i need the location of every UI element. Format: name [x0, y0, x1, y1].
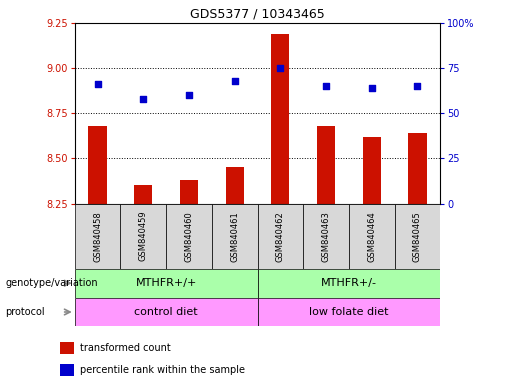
- Point: [322, 83, 330, 89]
- Text: GSM840464: GSM840464: [367, 211, 376, 262]
- Point: [276, 65, 284, 71]
- Title: GDS5377 / 10343465: GDS5377 / 10343465: [190, 7, 325, 20]
- Bar: [408, 133, 426, 204]
- Point: [185, 92, 193, 98]
- Text: GSM840459: GSM840459: [139, 211, 148, 262]
- Bar: [226, 167, 244, 204]
- Text: GSM840461: GSM840461: [230, 211, 239, 262]
- Point: [93, 81, 101, 88]
- Bar: [363, 137, 381, 204]
- Bar: [258, 269, 440, 298]
- Bar: [303, 204, 349, 269]
- Bar: [75, 298, 258, 326]
- Bar: [89, 126, 107, 204]
- Bar: [60, 364, 74, 376]
- Point: [368, 85, 376, 91]
- Text: control diet: control diet: [134, 307, 198, 317]
- Point: [139, 96, 147, 102]
- Text: percentile rank within the sample: percentile rank within the sample: [80, 365, 245, 375]
- Point: [231, 78, 239, 84]
- Text: GSM840460: GSM840460: [184, 211, 194, 262]
- Bar: [258, 204, 303, 269]
- Bar: [394, 204, 440, 269]
- Text: MTHFR+/-: MTHFR+/-: [321, 278, 377, 288]
- Bar: [134, 185, 152, 204]
- Bar: [60, 342, 74, 354]
- Point: [414, 83, 422, 89]
- Text: MTHFR+/+: MTHFR+/+: [135, 278, 197, 288]
- Text: GSM840458: GSM840458: [93, 211, 102, 262]
- Bar: [121, 204, 166, 269]
- Text: genotype/variation: genotype/variation: [5, 278, 98, 288]
- Bar: [212, 204, 258, 269]
- Bar: [180, 180, 198, 204]
- Bar: [75, 204, 121, 269]
- Bar: [271, 34, 289, 204]
- Text: transformed count: transformed count: [80, 343, 171, 353]
- Text: GSM840463: GSM840463: [321, 211, 331, 262]
- Bar: [258, 298, 440, 326]
- Text: GSM840462: GSM840462: [276, 211, 285, 262]
- Bar: [75, 269, 258, 298]
- Bar: [166, 204, 212, 269]
- Text: low folate diet: low folate diet: [309, 307, 389, 317]
- Bar: [349, 204, 394, 269]
- Bar: [317, 126, 335, 204]
- Text: GSM840465: GSM840465: [413, 211, 422, 262]
- Text: protocol: protocol: [5, 307, 45, 317]
